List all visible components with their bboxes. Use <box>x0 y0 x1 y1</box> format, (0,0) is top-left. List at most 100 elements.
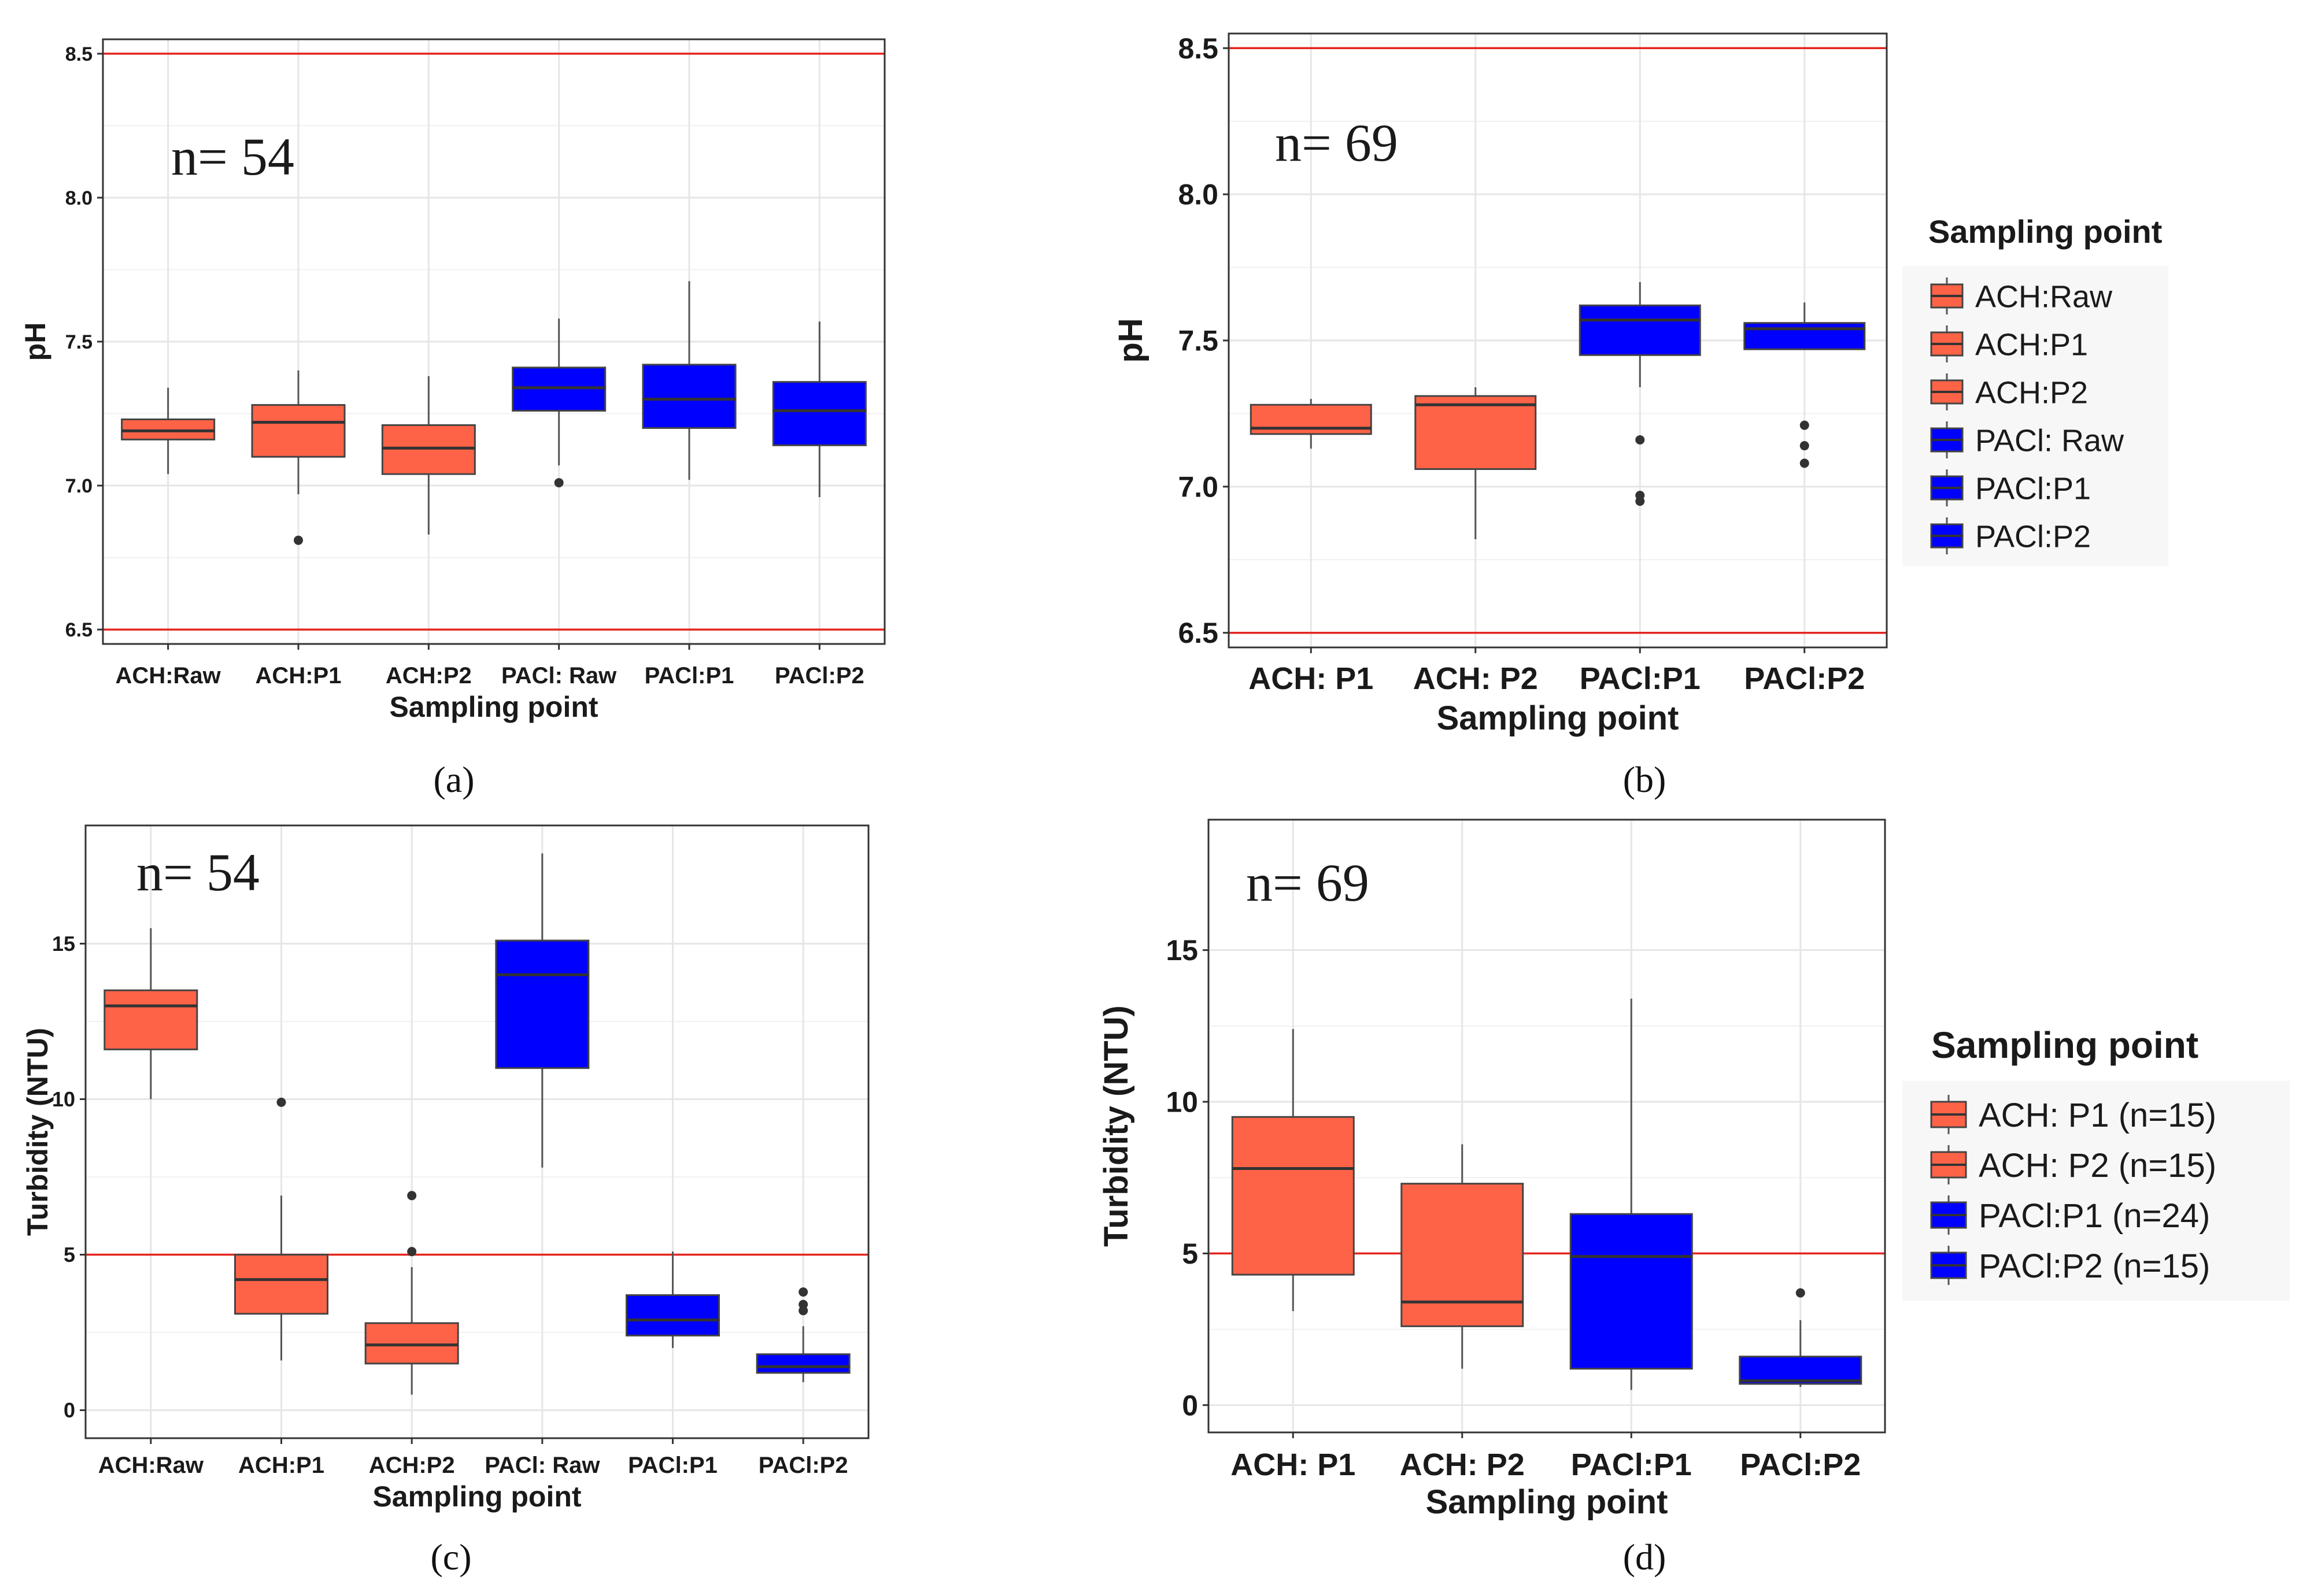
box-ach-p2 <box>1414 387 1537 539</box>
outlier-point <box>1795 1288 1805 1298</box>
y-tick-label: 8.5 <box>1178 32 1218 65</box>
x-tick-label: PACl:P1 <box>645 663 734 688</box>
box-pacl-p1 <box>1579 282 1701 506</box>
plot-border <box>102 38 886 645</box>
x-tick-label: PACl:P2 <box>759 1453 848 1478</box>
panel-caption: (a) <box>433 759 474 800</box>
box-ach-p1 <box>1231 1029 1355 1312</box>
y-tick-label: 15 <box>52 932 75 956</box>
plot-background <box>86 825 868 1438</box>
y-axis-title: pH <box>19 323 51 361</box>
box-body <box>1579 304 1701 356</box>
x-tick-label: ACH: P1 <box>1248 661 1373 696</box>
sample-size-annotation: n= 69 <box>1246 853 1369 912</box>
box-ach-p1 <box>234 1097 328 1361</box>
x-tick-label: PACl:P1 <box>628 1453 718 1478</box>
box-ach-p2 <box>364 1191 459 1395</box>
x-tick-label: ACH: P1 <box>1230 1447 1355 1482</box>
box-pacl-p2 <box>772 321 867 497</box>
panel-a: 6.5 7.0 7.5 8.0 8.5 ACH:Raw ACH:P1 ACH:P2 PACl: … <box>19 38 886 800</box>
legend-label: PACl:P1 (n=24) <box>1979 1197 2210 1235</box>
x-tick-label: PACl: Raw <box>485 1453 600 1478</box>
box-body <box>234 1254 328 1315</box>
legend-label: PACl: Raw <box>1975 423 2124 458</box>
sample-size-annotation: n= 69 <box>1275 113 1398 172</box>
legend: Sampling point ACH:Raw ACH:P1 ACH:P2 PACl: R… <box>1902 213 2168 566</box>
box-ach-raw <box>121 387 216 475</box>
y-tick-label: 8.0 <box>1178 179 1218 211</box>
y-tick-label: 5 <box>1182 1238 1198 1270</box>
box-body <box>756 1353 851 1374</box>
box-body <box>772 381 867 446</box>
x-axis-title: Sampling point <box>372 1480 581 1513</box>
outlier-point <box>1635 435 1645 445</box>
plot-border <box>1228 32 1888 649</box>
outlier-point <box>1799 420 1809 430</box>
legend-label: PACl:P1 <box>1975 471 2091 506</box>
box-ach-p1 <box>1250 399 1372 449</box>
box-ach-raw <box>104 928 198 1099</box>
panel-d: 0 5 10 15 ACH: P1 ACH: P2 PACl:P1 PACl:P2 Sampli… <box>1097 819 2290 1578</box>
y-tick-label: 6.5 <box>65 619 93 641</box>
sample-size-annotation: n= 54 <box>171 127 294 186</box>
outlier-point <box>407 1191 417 1201</box>
legend-label: ACH: P2 (n=15) <box>1979 1147 2216 1184</box>
x-tick-label: PACl:P2 <box>775 663 864 688</box>
sample-size-annotation: n= 54 <box>136 843 260 902</box>
x-tick-label: ACH:P1 <box>238 1453 324 1478</box>
box-pacl-raw <box>512 319 607 488</box>
legend-label: PACl:P2 (n=15) <box>1979 1247 2210 1285</box>
x-tick-label: ACH: P2 <box>1400 1447 1525 1482</box>
outlier-point <box>799 1299 808 1309</box>
legend-title: Sampling point <box>1931 1024 2198 1066</box>
x-axis-title: Sampling point <box>1426 1483 1668 1521</box>
outlier-point <box>1799 441 1809 451</box>
box-pacl-p2 <box>756 1287 851 1383</box>
box-body <box>364 1322 459 1365</box>
box-body <box>1569 1213 1693 1370</box>
box-pacl-p2 <box>1739 1288 1862 1387</box>
box-body <box>626 1294 720 1336</box>
outlier-point <box>799 1287 808 1297</box>
y-tick-label: 7.0 <box>65 475 93 497</box>
outlier-point <box>276 1097 286 1107</box>
panel-b: 6.5 7.0 7.5 8.0 8.5 ACH: P1 ACH: P2 PACl:P1 PACl… <box>1112 32 2168 800</box>
y-tick-label: 7.0 <box>1178 471 1218 503</box>
y-axis-title: pH <box>1112 318 1150 362</box>
y-tick-label: 10 <box>1166 1086 1198 1119</box>
y-tick-label: 10 <box>52 1087 75 1111</box>
outlier-point <box>294 535 303 545</box>
y-tick-label: 8.5 <box>65 43 93 65</box>
y-tick-label: 7.5 <box>1178 325 1218 357</box>
legend-label: ACH:Raw <box>1975 279 2113 314</box>
box-body <box>104 989 198 1050</box>
x-tick-label: ACH: P2 <box>1413 661 1538 696</box>
panel-caption: (c) <box>430 1536 471 1578</box>
x-tick-label: PACl: Raw <box>501 663 617 688</box>
box-pacl-p2 <box>1743 302 1866 468</box>
box-body <box>642 364 737 429</box>
y-tick-label: 6.5 <box>1178 617 1218 649</box>
y-tick-label: 15 <box>1166 934 1198 967</box>
outlier-point <box>1799 458 1809 468</box>
outlier-point <box>554 478 564 488</box>
x-tick-label: PACl:P1 <box>1580 661 1701 696</box>
box-body <box>1400 1183 1524 1327</box>
legend-background <box>1902 266 2168 566</box>
panel-c: 0 5 10 15 ACH:Raw ACH:P1 ACH:P2 PACl: Raw PACl:P… <box>21 824 870 1578</box>
y-axis-title: Turbidity (NTU) <box>1097 1005 1135 1247</box>
x-tick-label: ACH:P2 <box>386 663 472 688</box>
plot-border <box>1207 819 1886 1434</box>
box-ach-p2 <box>1400 1144 1524 1369</box>
outlier-point <box>1635 497 1645 506</box>
y-axis-title: Turbidity (NTU) <box>21 1028 54 1236</box>
x-tick-label: PACl:P1 <box>1571 1447 1692 1482</box>
panel-caption: (b) <box>1623 759 1666 800</box>
x-axis-title: Sampling point <box>1437 699 1679 737</box>
legend-label: ACH:P2 <box>1975 375 2088 410</box>
box-body <box>1414 395 1537 471</box>
legend-title: Sampling point <box>1928 213 2162 250</box>
box-body <box>495 939 590 1069</box>
box-pacl-p1 <box>642 281 737 480</box>
